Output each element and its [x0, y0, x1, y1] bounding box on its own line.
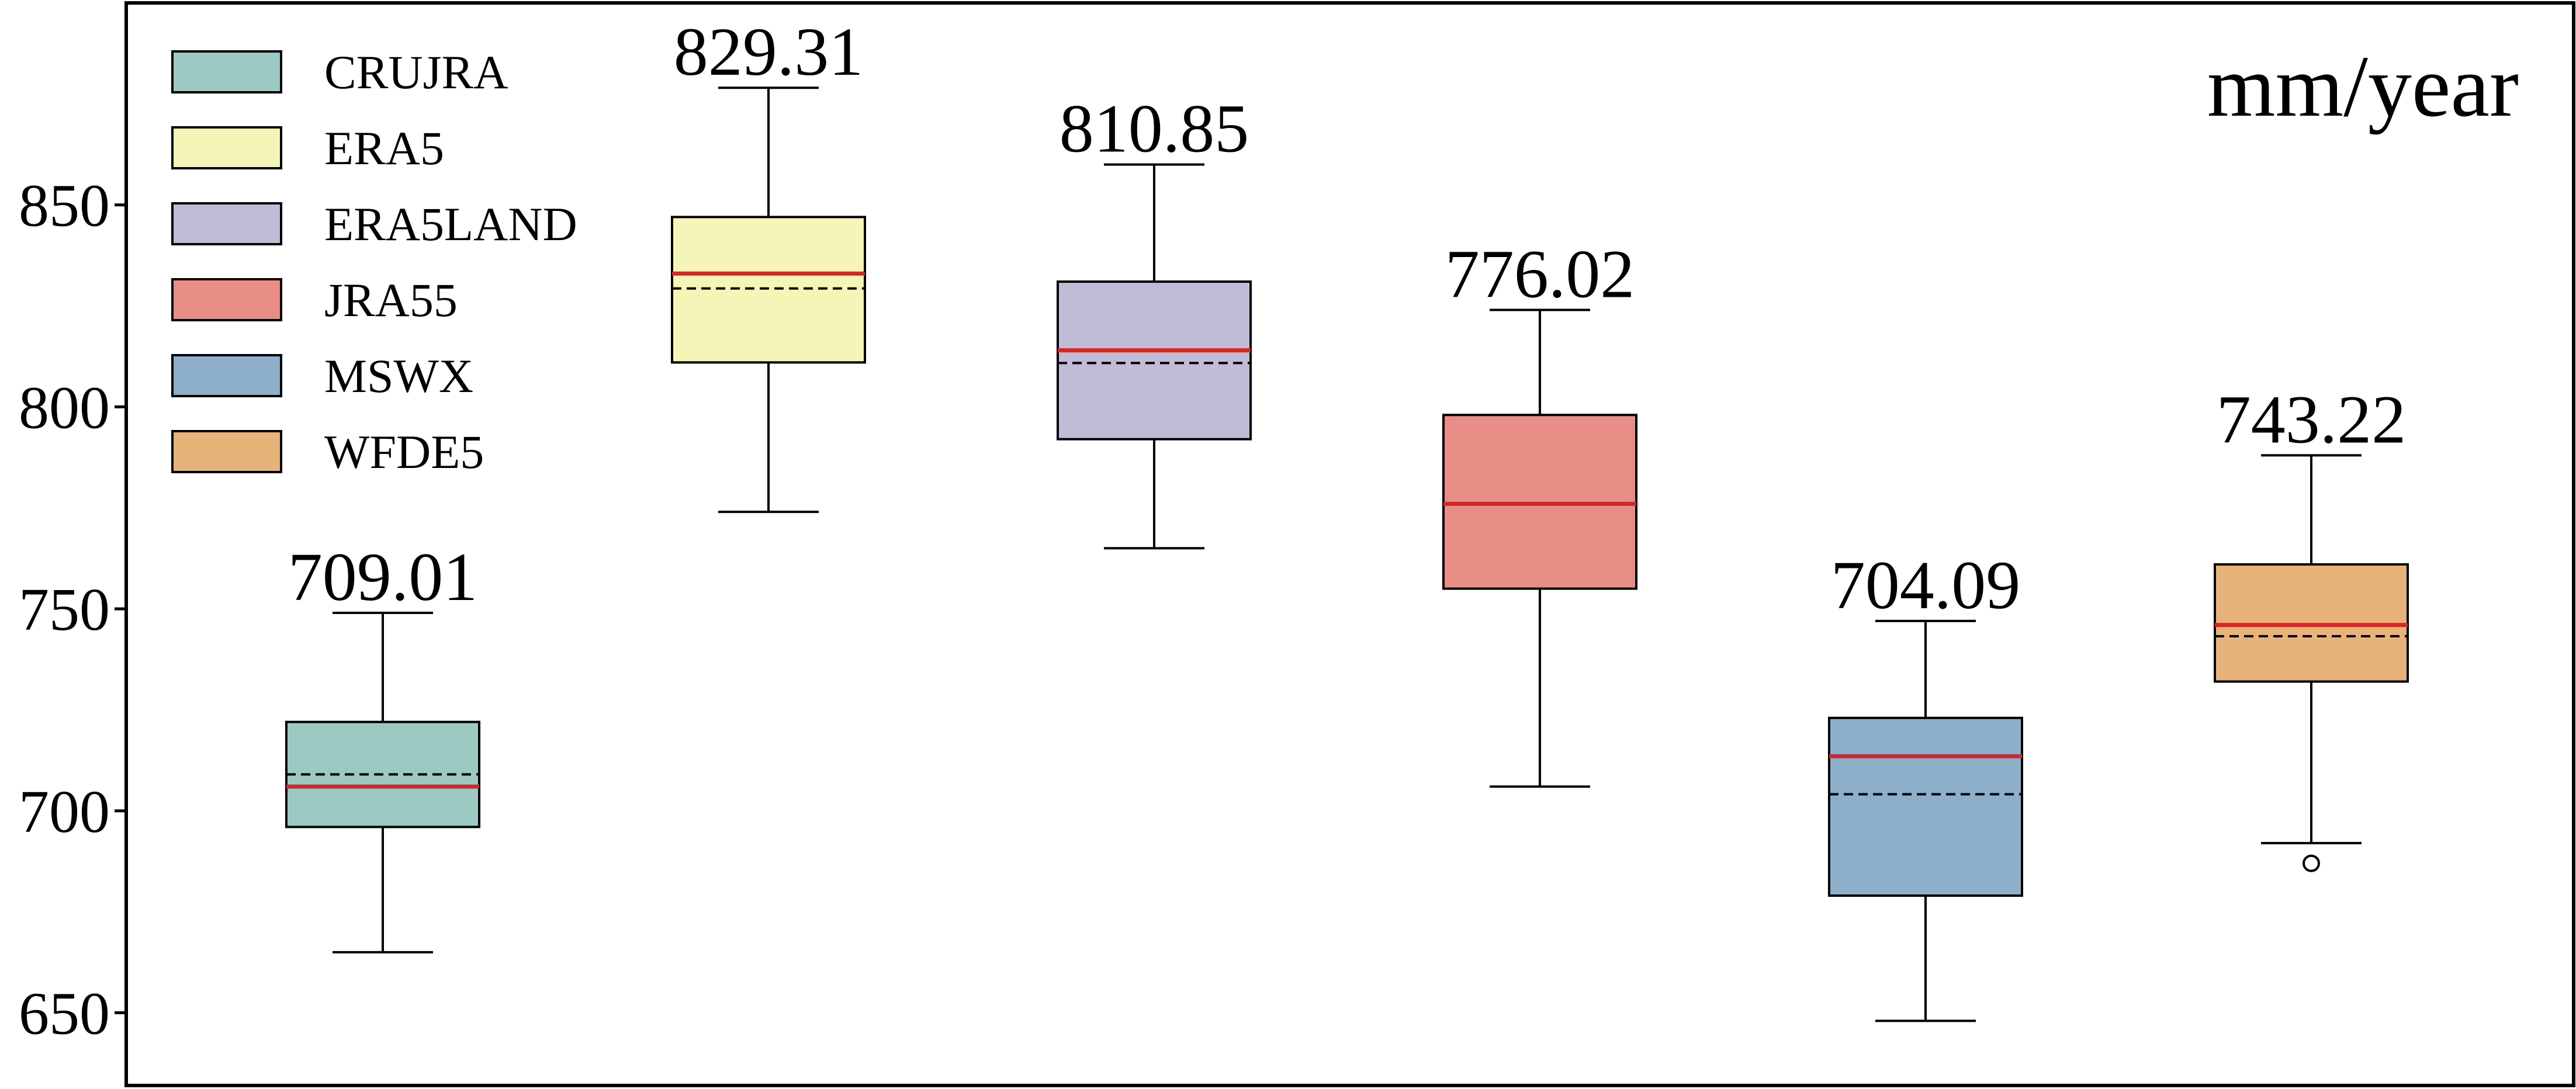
- mean-value-label: 810.85: [1060, 91, 1249, 167]
- box-body: [1057, 280, 1252, 441]
- mean-value-label: 743.22: [2217, 381, 2407, 457]
- box-body: [1828, 716, 2023, 897]
- legend: CRUJRA ERA5 ERA5LAND JRA55 MSWX WFDE5: [171, 46, 577, 478]
- box-jra55: 776.02: [1442, 235, 1637, 788]
- legend-label: WFDE5: [324, 425, 484, 478]
- y-tick-label: 750: [19, 576, 110, 643]
- plot-frame: [124, 1, 2575, 1087]
- legend-item: CRUJRA: [171, 46, 508, 99]
- y-tick-label: 800: [19, 374, 110, 441]
- unit-label: mm/year: [2207, 38, 2519, 135]
- legend-swatch: [171, 278, 282, 321]
- legend-swatch: [171, 430, 282, 473]
- box-era5: 829.31: [671, 13, 866, 514]
- legend-item: MSWX: [171, 349, 473, 403]
- box-plot-series: 709.01 829.31 810.85 776.02 704.09 743.22: [285, 13, 2409, 1022]
- legend-swatch: [171, 50, 282, 93]
- legend-label: ERA5LAND: [324, 197, 577, 251]
- outlier-point: [2303, 854, 2320, 872]
- legend-swatch: [171, 354, 282, 397]
- legend-label: ERA5: [324, 122, 444, 175]
- legend-label: JRA55: [324, 273, 458, 327]
- box-era5land: 810.85: [1057, 91, 1252, 550]
- y-tick-label: 850: [19, 172, 110, 240]
- legend-item: ERA5: [171, 122, 444, 175]
- box-body: [671, 216, 866, 364]
- box-wfde5: 743.22: [2214, 381, 2409, 872]
- box-crujra: 709.01: [285, 539, 480, 953]
- mean-value-label: 709.01: [288, 539, 478, 615]
- mean-value-label: 704.09: [1831, 547, 2021, 623]
- mean-value-label: 829.31: [674, 13, 864, 90]
- y-tick-label: 700: [19, 778, 110, 845]
- mean-value-label: 776.02: [1445, 235, 1635, 312]
- box-mswx: 704.09: [1828, 547, 2023, 1022]
- legend-swatch: [171, 126, 282, 169]
- legend-swatch: [171, 202, 282, 245]
- legend-label: MSWX: [324, 349, 473, 403]
- y-axis: 650 700 750 800 850: [19, 172, 126, 1048]
- y-tick-label: 650: [19, 980, 110, 1048]
- legend-label: CRUJRA: [324, 46, 508, 99]
- legend-item: ERA5LAND: [171, 197, 577, 251]
- legend-item: WFDE5: [171, 425, 484, 478]
- legend-item: JRA55: [171, 273, 458, 327]
